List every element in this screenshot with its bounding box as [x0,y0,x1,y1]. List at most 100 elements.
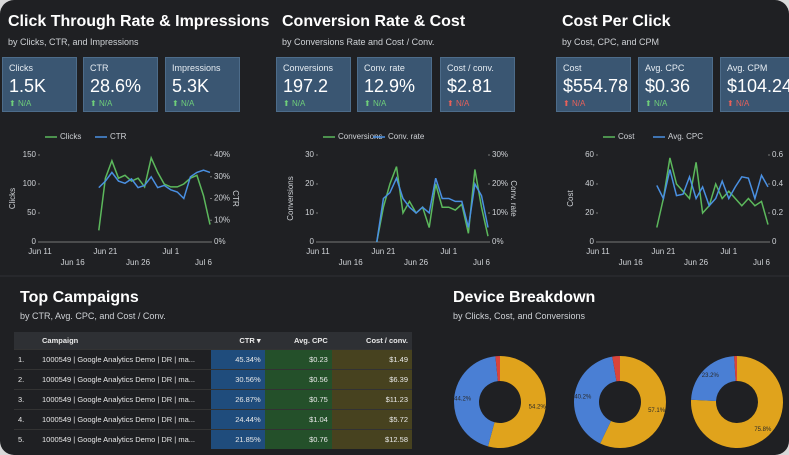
y2-axis-label: CTR [231,190,240,207]
scorecard-label: Clicks [9,63,33,73]
table-cell: 1. [14,349,38,370]
donut-slice [691,356,736,401]
table-cell: $5.72 [331,409,412,430]
change-arrow: ⬆︎ [364,99,373,108]
y-tick-label: 100 [23,179,37,188]
y-tick-label: 0 [590,237,595,246]
section-title: Conversion Rate & Cost [282,13,466,30]
y-tick-label: 0 [32,237,37,246]
change-arrow: ⬆︎ [90,99,99,108]
x-tick-label: Jun 11 [586,247,610,256]
scorecard-change: ⬆︎ N/A [645,99,706,108]
x-tick-label: Jul 1 [162,247,179,256]
table-row: 1. 1000549 | Google Analytics Demo | DR |… [14,349,412,370]
change-arrow: ⬆︎ [563,99,572,108]
y2-tick-label: 0.6 [772,150,784,159]
change-text: N/A [653,99,668,108]
table-cell: 3. [14,389,38,410]
change-text: N/A [571,99,586,108]
table-cell: 26.87% [211,389,265,410]
y2-tick-label: 10% [214,215,230,224]
section-title: Top Campaigns [20,289,139,306]
scorecard-label: Conversions [283,63,334,73]
table-cell: 1000549 | Google Analytics Demo | DR | m… [38,409,211,430]
x-tick-label: Jun 11 [306,247,330,256]
header-cell [14,332,38,350]
scorecard: Conv. rate 12.9% ⬆︎ N/A [357,57,432,112]
table-row: 5. 1000549 | Google Analytics Demo | DR |… [14,429,412,449]
donut-label: 44.2% [454,397,472,403]
table-cell: $0.56 [264,369,332,390]
table-cell: $0.23 [264,349,332,370]
table-row: 4. 1000549 | Google Analytics Demo | DR |… [14,409,412,430]
table-cell: $1.49 [331,349,412,370]
change-text: N/A [98,99,113,108]
donut-label: 57.1% [648,408,666,414]
scorecard-value: 1.5K [9,76,47,96]
scorecard-value: 12.9% [364,76,416,96]
y-tick-label: 60 [585,150,594,159]
legend-label: Cost [618,132,635,141]
section-subtitle: by Conversions Rate and Cost / Conv. [282,37,435,47]
change-arrow: ⬆︎ [645,99,654,108]
legend-label: Avg. CPC [668,132,703,141]
y-tick-label: 0 [310,237,315,246]
header-row: Campaign CTR ▾ Avg. CPC Cost / conv. [14,332,412,350]
table-cell: $0.76 [264,429,332,449]
scorecard-change: ⬆︎ N/A [447,99,508,108]
change-text: N/A [372,99,387,108]
table-cell: $12.58 [331,429,412,449]
scorecard-label: Impressions [172,63,221,73]
change-arrow: ⬆︎ [9,99,18,108]
section-subtitle: by Clicks, CTR, and Impressions [8,37,139,47]
table-cell: 45.34% [211,349,265,370]
scorecard-change: ⬆︎ N/A [727,99,789,108]
scorecard: Conversions 197.2 ⬆︎ N/A [276,57,351,112]
donut-label: 23.2% [702,373,720,379]
header-cell: Cost / conv. [331,332,412,350]
legend-label: Conversions [338,132,382,141]
header-cell: Campaign [38,332,211,350]
scorecard-label: Avg. CPM [727,63,768,73]
y2-tick-label: 30% [214,172,230,181]
y2-tick-label: 40% [214,150,230,159]
scorecard: Avg. CPM $104.24 ⬆︎ N/A [720,57,789,112]
series-line [656,157,769,228]
y2-tick-label: 0% [214,237,226,246]
change-arrow: ⬆︎ [172,99,181,108]
series-line [98,155,211,231]
y2-tick-label: 30% [492,150,508,159]
scorecard-value: 5.3K [172,76,210,96]
y-tick-label: 10 [305,208,314,217]
y2-tick-label: 10% [492,208,508,217]
y2-tick-label: 0.2 [772,208,784,217]
change-text: N/A [17,99,32,108]
header-cell: CTR ▾ [211,332,265,350]
table-row: 3. 1000549 | Google Analytics Demo | DR |… [14,389,412,410]
series-line [98,169,211,200]
section-subtitle: by CTR, Avg. CPC, and Cost / Conv. [20,311,166,321]
y-tick-label: 30 [305,150,314,159]
donut-slice [734,356,737,382]
y-tick-label: 50 [27,208,36,217]
table-cell: $11.23 [331,389,412,410]
x-tick-label: Jun 16 [619,258,644,267]
scorecard-value: $0.36 [645,76,691,96]
donut-label: 54.2% [529,405,547,411]
donut-label: 75.8% [754,427,772,433]
table-cell: $1.04 [264,409,332,430]
x-tick-label: Jun 26 [404,258,429,267]
donut-slice [573,356,617,444]
x-tick-label: Jun 21 [371,247,396,256]
scorecard: CTR 28.6% ⬆︎ N/A [83,57,158,112]
section-title: Device Breakdown [453,289,596,306]
table-cell: 24.44% [211,409,265,430]
donut-slice [488,356,546,448]
x-tick-label: Jun 16 [339,258,364,267]
scorecard: Clicks 1.5K ⬆︎ N/A [2,57,77,112]
scorecard-value: 28.6% [90,76,142,96]
change-arrow: ⬆︎ [727,99,736,108]
scorecard-change: ⬆︎ N/A [563,99,624,108]
table-cell: 21.85% [211,429,265,449]
